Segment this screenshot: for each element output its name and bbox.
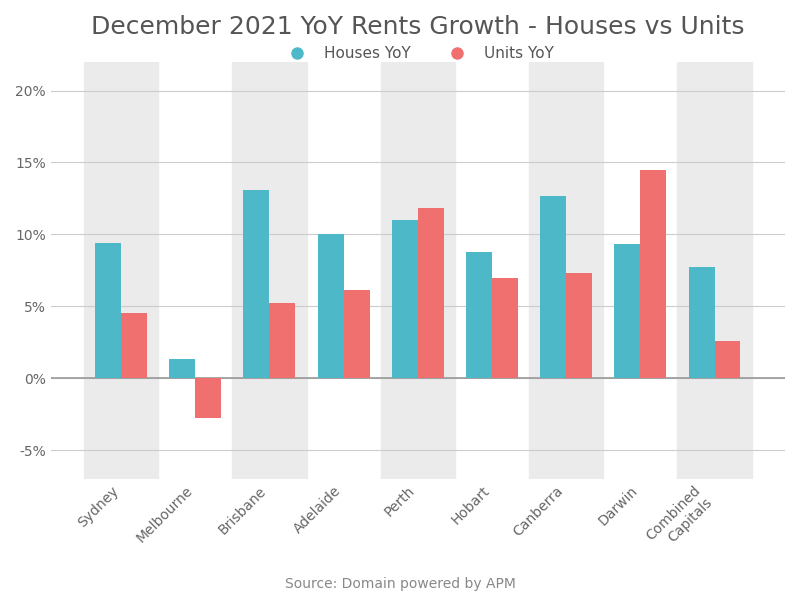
Bar [381, 62, 455, 479]
Bar [84, 62, 158, 479]
Bar [95, 243, 121, 378]
Bar [540, 196, 566, 378]
Bar [714, 341, 741, 378]
Legend: Houses YoY, Units YoY: Houses YoY, Units YoY [275, 40, 560, 67]
Bar [492, 278, 518, 378]
Title: December 2021 YoY Rents Growth - Houses vs Units: December 2021 YoY Rents Growth - Houses … [91, 15, 745, 39]
Bar [418, 208, 444, 378]
Bar [640, 170, 666, 378]
Bar [678, 62, 752, 479]
Bar [243, 190, 270, 378]
Bar [318, 235, 344, 378]
Bar [270, 304, 295, 378]
Bar [344, 290, 370, 378]
Bar [392, 220, 418, 378]
Bar [195, 378, 222, 418]
Bar [121, 313, 147, 378]
Text: Source: Domain powered by APM: Source: Domain powered by APM [285, 577, 515, 591]
Bar [566, 273, 592, 378]
Bar [232, 62, 306, 479]
Bar [170, 359, 195, 378]
Bar [529, 62, 603, 479]
Bar [689, 268, 714, 378]
Bar [466, 251, 492, 378]
Bar [614, 244, 640, 378]
